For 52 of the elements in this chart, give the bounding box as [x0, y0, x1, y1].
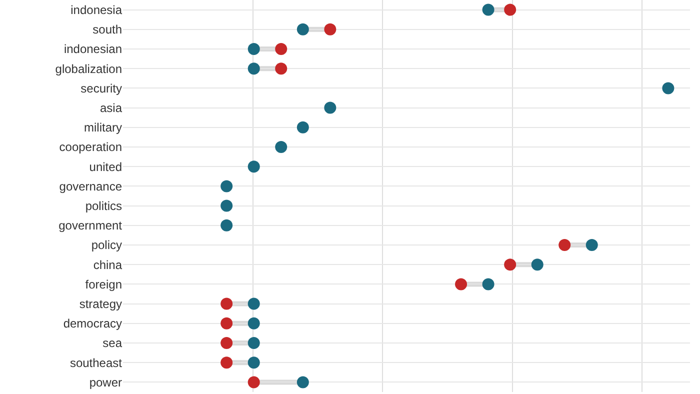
- point: [220, 180, 233, 192]
- y-tick-label: united: [89, 160, 122, 174]
- y-tick-label: policy: [91, 238, 122, 252]
- y-tick-label: government: [58, 218, 123, 233]
- point: [455, 278, 468, 290]
- y-tick-label: indonesian: [64, 42, 122, 56]
- y-tick-label: asia: [100, 101, 122, 115]
- point: [558, 239, 571, 251]
- point: [275, 141, 288, 153]
- point: [504, 258, 516, 271]
- point: [248, 317, 260, 330]
- point: [220, 298, 233, 310]
- point: [275, 43, 288, 55]
- y-tick-label: strategy: [79, 297, 122, 311]
- point: [586, 239, 598, 251]
- point: [324, 102, 336, 114]
- y-tick-label: cooperation: [59, 140, 122, 154]
- point: [324, 23, 336, 36]
- point: [662, 82, 674, 94]
- point: [275, 62, 288, 75]
- y-tick-label: politics: [85, 199, 122, 213]
- y-tick-label: southeast: [70, 356, 123, 370]
- point: [248, 376, 260, 388]
- y-tick-label: sea: [102, 336, 122, 350]
- point: [248, 337, 260, 349]
- point: [220, 356, 233, 369]
- point: [248, 62, 260, 75]
- point: [248, 160, 260, 173]
- y-tick-label: south: [92, 22, 122, 37]
- point: [248, 356, 260, 369]
- y-tick-label: military: [84, 120, 122, 135]
- point: [504, 4, 516, 16]
- point: [482, 4, 494, 16]
- y-tick-label: security: [80, 81, 122, 96]
- y-tick-label: governance: [59, 179, 122, 194]
- point: [296, 23, 309, 36]
- point: [482, 278, 494, 290]
- y-tick-label: foreign: [85, 277, 122, 292]
- y-tick-label: globalization: [55, 62, 122, 76]
- point: [248, 298, 260, 310]
- point: [220, 219, 233, 232]
- point: [220, 337, 233, 349]
- point: [220, 200, 233, 212]
- y-tick-label: indonesia: [70, 3, 122, 17]
- y-tick-label: china: [93, 258, 122, 272]
- point: [220, 317, 233, 330]
- point: [296, 121, 309, 134]
- point: [531, 258, 544, 271]
- point: [248, 43, 260, 55]
- y-tick-label: democracy: [63, 316, 122, 331]
- y-tick-label: power: [89, 375, 122, 390]
- point: [296, 376, 309, 388]
